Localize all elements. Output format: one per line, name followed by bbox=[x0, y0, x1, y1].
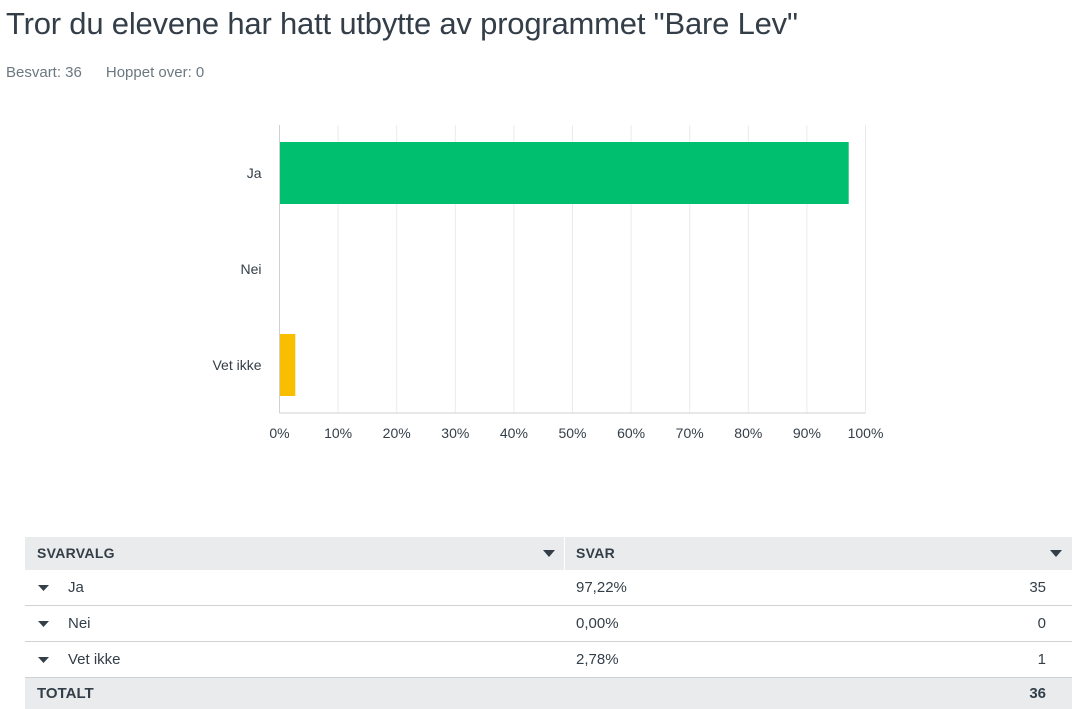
results-table: SVARVALG SVAR Ja 97,22% 35 Nei 0,00% 0 Vet ikk… bbox=[25, 537, 1072, 709]
table-total-row: TOTALT 36 bbox=[25, 678, 1072, 709]
table-header-row: SVARVALG SVAR bbox=[25, 537, 1072, 570]
choice-label: Vet ikke bbox=[68, 651, 121, 668]
table-row: Nei 0,00% 0 bbox=[25, 606, 1072, 642]
response-count: 35 bbox=[1029, 579, 1046, 596]
answered-count: Besvart: 36 bbox=[6, 64, 82, 81]
choice-label: Nei bbox=[68, 615, 91, 632]
bar-chart: Ja Nei Vet ikke 0% 10% 20% 30% 40% 50% 60% 70% 80%… bbox=[212, 125, 883, 441]
chart-bars bbox=[280, 142, 849, 396]
category-label: Ja bbox=[247, 165, 262, 181]
response-count: 1 bbox=[1037, 651, 1046, 668]
sort-caret-icon[interactable] bbox=[543, 550, 555, 557]
chart-category-labels: Ja Nei Vet ikke bbox=[212, 165, 261, 373]
header-divider bbox=[564, 537, 565, 570]
x-tick-label: 30% bbox=[441, 425, 469, 441]
x-tick-label: 80% bbox=[734, 425, 762, 441]
bar-ja[interactable] bbox=[280, 142, 849, 204]
expand-caret-icon[interactable] bbox=[38, 585, 49, 591]
x-tick-label: 90% bbox=[793, 425, 821, 441]
table-row: Ja 97,22% 35 bbox=[25, 570, 1072, 606]
bar-vet-ikke[interactable] bbox=[280, 334, 296, 396]
response-count: 0 bbox=[1037, 615, 1046, 632]
header-responses[interactable]: SVAR bbox=[576, 545, 616, 561]
response-summary: Besvart: 36 Hoppet over: 0 bbox=[6, 64, 204, 81]
response-percent: 2,78% bbox=[576, 651, 619, 668]
x-tick-label: 70% bbox=[676, 425, 704, 441]
x-tick-label: 10% bbox=[324, 425, 352, 441]
question-title: Tror du elevene har hatt utbytte av prog… bbox=[6, 6, 798, 41]
total-count: 36 bbox=[1029, 685, 1046, 702]
chart-axis bbox=[279, 125, 866, 414]
chart-tick-labels: 0% 10% 20% 30% 40% 50% 60% 70% 80% 90% 100% bbox=[269, 425, 883, 441]
table-body: Ja 97,22% 35 Nei 0,00% 0 Vet ikke 2,78% 1 bbox=[25, 570, 1072, 678]
header-choice[interactable]: SVARVALG bbox=[37, 545, 115, 561]
table-row: Vet ikke 2,78% 1 bbox=[25, 642, 1072, 678]
x-tick-label: 60% bbox=[617, 425, 645, 441]
response-percent: 97,22% bbox=[576, 579, 627, 596]
x-tick-label: 0% bbox=[269, 425, 289, 441]
category-label: Nei bbox=[240, 261, 261, 277]
x-tick-label: 50% bbox=[558, 425, 586, 441]
skipped-count: Hoppet over: 0 bbox=[105, 64, 205, 81]
category-label: Vet ikke bbox=[212, 357, 261, 373]
x-tick-label: 20% bbox=[383, 425, 411, 441]
response-percent: 0,00% bbox=[576, 615, 619, 632]
expand-caret-icon[interactable] bbox=[38, 657, 49, 663]
x-tick-label: 100% bbox=[848, 425, 884, 441]
sort-caret-icon[interactable] bbox=[1050, 550, 1062, 557]
expand-caret-icon[interactable] bbox=[38, 621, 49, 627]
total-label: TOTALT bbox=[37, 685, 94, 702]
x-tick-label: 40% bbox=[500, 425, 528, 441]
choice-label: Ja bbox=[68, 579, 84, 596]
